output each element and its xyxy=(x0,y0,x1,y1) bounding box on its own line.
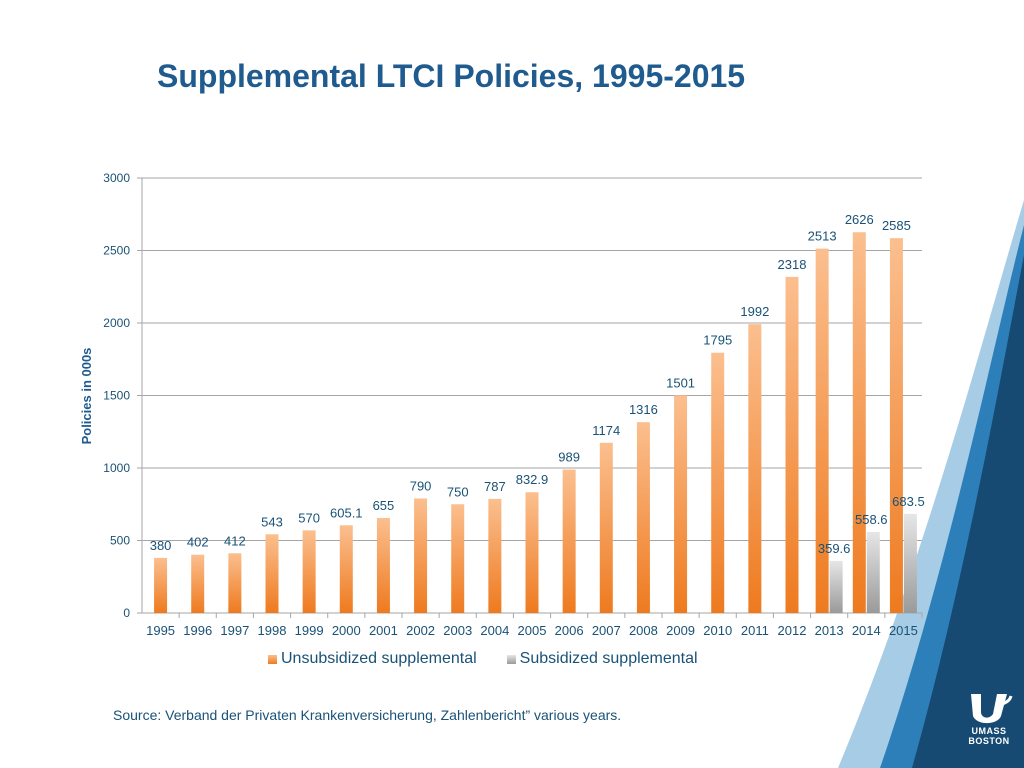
data-label-unsubsidized-2012: 2318 xyxy=(778,257,807,272)
x-tick-label-2007: 2007 xyxy=(592,623,621,638)
bar-unsubsidized-1997 xyxy=(228,553,242,613)
legend-item-subsidized: Subsidized supplemental xyxy=(506,650,698,668)
data-label-unsubsidized-2015: 2585 xyxy=(882,218,911,233)
chart-legend: Unsubsidized supplemental Subsidized sup… xyxy=(268,650,698,668)
data-label-unsubsidized-2009: 1501 xyxy=(666,375,695,390)
legend-item-unsubsidized: Unsubsidized supplemental xyxy=(268,650,477,668)
x-tick-label-2010: 2010 xyxy=(703,623,732,638)
x-tick-label-2006: 2006 xyxy=(555,623,584,638)
x-tick-label-2011: 2011 xyxy=(741,623,769,638)
y-tick-label-1500: 1500 xyxy=(103,389,130,403)
x-tick-label-2005: 2005 xyxy=(518,623,547,638)
bar-unsubsidized-2000 xyxy=(339,525,353,613)
bar-unsubsidized-2004 xyxy=(488,498,502,613)
data-label-unsubsidized-2003: 750 xyxy=(447,484,469,499)
data-label-unsubsidized-2004: 787 xyxy=(484,479,506,494)
slide-title: Supplemental LTCI Policies, 1995-2015 xyxy=(157,58,746,94)
data-label-subsidized-2013: 359.6 xyxy=(818,541,851,556)
bar-unsubsidized-1996 xyxy=(191,554,205,613)
data-label-unsubsidized-1998: 543 xyxy=(261,514,283,529)
bar-subsidized-2013 xyxy=(829,560,843,613)
bar-unsubsidized-1995 xyxy=(154,557,168,613)
x-tick-label-2008: 2008 xyxy=(629,623,658,638)
x-tick-label-1996: 1996 xyxy=(183,623,212,638)
x-tick-label-2012: 2012 xyxy=(778,623,807,638)
bar-unsubsidized-2001 xyxy=(376,518,390,613)
x-tick-label-2013: 2013 xyxy=(815,623,844,638)
umass-logo-icon xyxy=(971,694,1013,724)
logo-text-line2: BOSTON xyxy=(968,736,1010,746)
x-tick-label-2015: 2015 xyxy=(889,623,918,638)
y-tick-label-0: 0 xyxy=(123,606,130,620)
x-tick-label-2002: 2002 xyxy=(406,623,435,638)
bar-unsubsidized-2003 xyxy=(451,504,465,613)
data-label-unsubsidized-2002: 790 xyxy=(410,478,432,493)
data-label-unsubsidized-2001: 655 xyxy=(373,498,395,513)
bar-unsubsidized-1999 xyxy=(302,530,316,613)
data-label-unsubsidized-2005: 832.9 xyxy=(516,472,549,487)
x-tick-label-1997: 1997 xyxy=(220,623,249,638)
source-note: Source: Verband der Privaten Krankenvers… xyxy=(113,707,622,723)
legend-swatch-subsidized xyxy=(506,654,516,664)
data-label-unsubsidized-2006: 989 xyxy=(558,450,580,465)
data-label-unsubsidized-2010: 1795 xyxy=(703,333,732,348)
data-label-unsubsidized-2013: 2513 xyxy=(808,229,837,244)
y-tick-label-500: 500 xyxy=(110,534,130,548)
y-tick-label-3000: 3000 xyxy=(103,171,130,185)
x-tick-label-2003: 2003 xyxy=(443,623,472,638)
bar-subsidized-2015 xyxy=(903,513,917,613)
bar-unsubsidized-2006 xyxy=(562,469,576,613)
data-label-unsubsidized-2007: 1174 xyxy=(592,423,620,438)
bar-unsubsidized-2005 xyxy=(525,492,539,613)
bar-unsubsidized-2010 xyxy=(711,352,725,613)
bar-unsubsidized-2007 xyxy=(599,442,613,613)
y-tick-label-1000: 1000 xyxy=(103,461,130,475)
data-label-subsidized-2015: 683.5 xyxy=(892,494,925,509)
bar-subsidized-2014 xyxy=(866,532,880,613)
x-tick-label-1998: 1998 xyxy=(258,623,287,638)
data-label-unsubsidized-2000: 605.1 xyxy=(330,505,363,520)
bar-unsubsidized-2002 xyxy=(414,498,428,613)
legend-label-unsubsidized: Unsubsidized supplemental xyxy=(281,650,477,667)
x-tick-label-2000: 2000 xyxy=(332,623,361,638)
bar-unsubsidized-2011 xyxy=(748,324,762,613)
y-tick-label-2500: 2500 xyxy=(103,244,130,258)
bar-unsubsidized-2013 xyxy=(815,248,829,614)
bar-unsubsidized-2014 xyxy=(852,232,866,614)
data-label-unsubsidized-1999: 570 xyxy=(298,510,320,525)
bar-unsubsidized-2009 xyxy=(674,395,688,613)
y-axis-title: Policies in 000s xyxy=(79,348,94,445)
data-label-unsubsidized-2011: 1992 xyxy=(740,304,769,319)
x-tick-label-2004: 2004 xyxy=(480,623,509,638)
y-tick-label-2000: 2000 xyxy=(103,316,130,330)
legend-swatch-unsubsidized xyxy=(268,654,277,664)
data-label-subsidized-2014: 558.6 xyxy=(855,512,888,527)
data-label-unsubsidized-2008: 1316 xyxy=(629,402,658,417)
x-tick-label-1999: 1999 xyxy=(295,623,324,638)
legend-label-subsidized: Subsidized supplemental xyxy=(519,650,698,667)
x-tick-label-2014: 2014 xyxy=(852,623,881,638)
data-label-unsubsidized-1997: 412 xyxy=(224,533,246,548)
bar-unsubsidized-1998 xyxy=(265,534,279,613)
logo-text-line1: UMASS xyxy=(971,726,1007,736)
data-label-unsubsidized-1995: 380 xyxy=(150,538,172,553)
umass-boston-logo: UMASS BOSTON xyxy=(963,690,1015,746)
x-tick-label-1995: 1995 xyxy=(146,623,175,638)
bar-unsubsidized-2012 xyxy=(785,276,799,613)
data-label-unsubsidized-2014: 2626 xyxy=(845,212,874,227)
bar-unsubsidized-2015 xyxy=(889,238,903,614)
bar-unsubsidized-2008 xyxy=(636,422,650,613)
x-tick-label-2009: 2009 xyxy=(666,623,695,638)
data-label-unsubsidized-1996: 402 xyxy=(187,535,209,550)
x-tick-label-2001: 2001 xyxy=(369,623,398,638)
